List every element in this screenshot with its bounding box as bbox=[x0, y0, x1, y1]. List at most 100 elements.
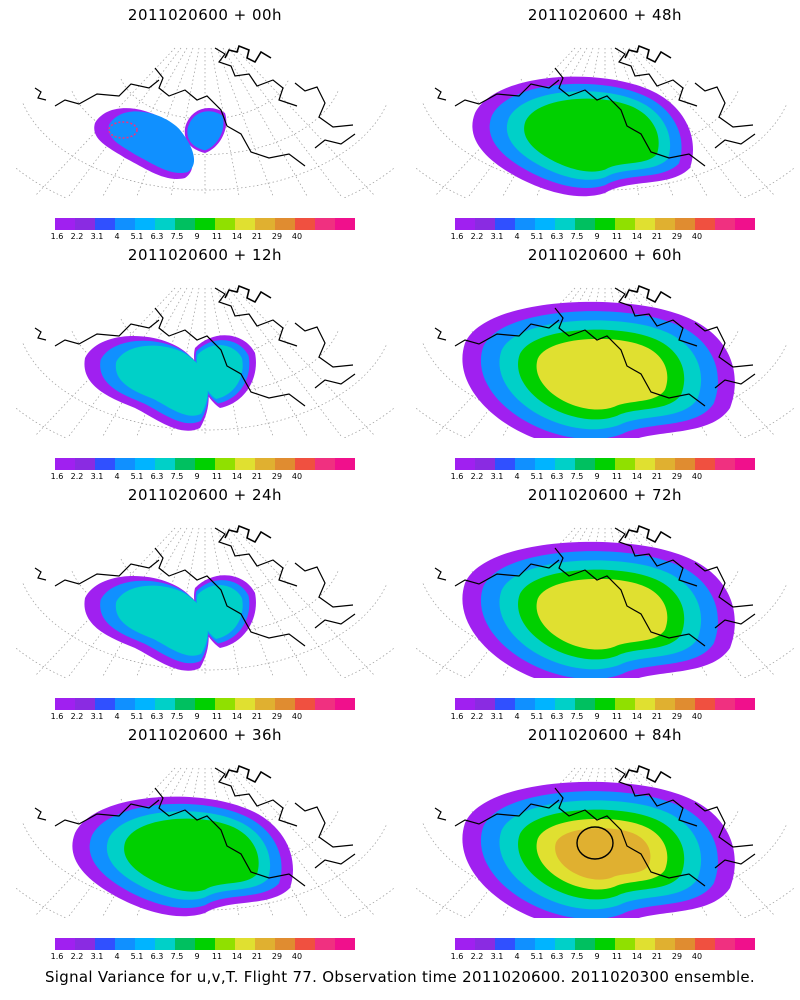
colorbar-label: 11 bbox=[611, 712, 623, 721]
colorbar-label: 21 bbox=[651, 712, 663, 721]
panel-title: 2011020600 + 00h bbox=[127, 6, 283, 24]
colorbar-cell bbox=[495, 458, 515, 470]
colorbar-labels: 1.6 2.2 3.1 4 5.1 6.3 7.5 9 11 14 21 29 40 bbox=[451, 472, 755, 482]
colorbar-label: 4 bbox=[114, 952, 120, 961]
colorbar-label: 29 bbox=[671, 952, 683, 961]
colorbar-label: 5.1 bbox=[130, 472, 144, 481]
panel-title: 2011020600 + 48h bbox=[527, 6, 683, 24]
colorbar-label: 40 bbox=[291, 952, 303, 961]
colorbar-cell bbox=[475, 458, 495, 470]
colorbar bbox=[55, 698, 355, 710]
polar-map bbox=[415, 524, 795, 678]
coastlines bbox=[34, 44, 356, 167]
colorbar-cell bbox=[95, 938, 115, 950]
colorbar-label: 3.1 bbox=[490, 712, 504, 721]
colorbar-labels: 1.6 2.2 3.1 4 5.1 6.3 7.5 9 11 14 21 29 40 bbox=[51, 472, 355, 482]
colorbar-cell bbox=[635, 938, 655, 950]
colorbar-cell bbox=[135, 458, 155, 470]
colorbar-cell bbox=[315, 938, 335, 950]
flight-track bbox=[108, 121, 138, 139]
colorbar-label: 3.1 bbox=[90, 952, 104, 961]
graticule bbox=[15, 47, 395, 198]
panel-title: 2011020600 + 72h bbox=[527, 486, 683, 504]
colorbar-label: 40 bbox=[291, 712, 303, 721]
colorbar bbox=[55, 458, 355, 470]
colorbar-label: 6.3 bbox=[550, 952, 564, 961]
colorbar-cell bbox=[715, 458, 735, 470]
colorbar-cell bbox=[135, 938, 155, 950]
colorbar-label: 11 bbox=[211, 232, 223, 241]
colorbar-cell bbox=[235, 938, 255, 950]
colorbar-cell bbox=[555, 458, 575, 470]
colorbar-label: 1.6 bbox=[450, 232, 464, 241]
colorbar-cell bbox=[155, 698, 175, 710]
colorbar-label: 1.6 bbox=[450, 472, 464, 481]
colorbar-cell bbox=[515, 698, 535, 710]
colorbar-label: 7.5 bbox=[570, 472, 584, 481]
colorbar-label: 14 bbox=[631, 952, 643, 961]
colorbar-label: 7.5 bbox=[570, 232, 584, 241]
colorbar-cell bbox=[555, 938, 575, 950]
panel-title: 2011020600 + 24h bbox=[127, 486, 283, 504]
colorbar-cell bbox=[175, 698, 195, 710]
colorbar-label: 11 bbox=[211, 952, 223, 961]
colorbar-cell bbox=[235, 218, 255, 230]
colorbar-cell bbox=[675, 698, 695, 710]
map-panel: 2011020600 + 84h 1.6 2.2 3.1 4 5.1 6.3 7.5 9 11 14… bbox=[415, 726, 795, 966]
colorbar-label: 11 bbox=[611, 232, 623, 241]
colorbar-cell bbox=[735, 698, 755, 710]
colorbar-cell bbox=[695, 458, 715, 470]
colorbar-label: 14 bbox=[631, 712, 643, 721]
colorbar bbox=[455, 218, 755, 230]
colorbar-cell bbox=[695, 698, 715, 710]
colorbar-label: 29 bbox=[671, 712, 683, 721]
colorbar-label: 40 bbox=[291, 232, 303, 241]
colorbar-cell bbox=[335, 218, 355, 230]
colorbar-cell bbox=[315, 458, 335, 470]
colorbar-label: 29 bbox=[271, 472, 283, 481]
colorbar-cell bbox=[235, 458, 255, 470]
colorbar-cell bbox=[255, 458, 275, 470]
colorbar-label: 40 bbox=[691, 232, 703, 241]
colorbar-label: 3.1 bbox=[90, 472, 104, 481]
colorbar-cell bbox=[175, 218, 195, 230]
map-panel: 2011020600 + 72h 1.6 2.2 3.1 4 5.1 6.3 7.5 9 11 14… bbox=[415, 486, 795, 726]
variance-field bbox=[84, 575, 256, 671]
colorbar-label: 5.1 bbox=[130, 232, 144, 241]
colorbar-cell bbox=[275, 458, 295, 470]
colorbar-labels: 1.6 2.2 3.1 4 5.1 6.3 7.5 9 11 14 21 29 40 bbox=[451, 952, 755, 962]
colorbar-label: 4 bbox=[114, 232, 120, 241]
colorbar-cell bbox=[55, 698, 75, 710]
map-panel: 2011020600 + 36h 1.6 2.2 3.1 4 5.1 6.3 7.5 9 11 14… bbox=[15, 726, 395, 966]
colorbar-cell bbox=[75, 458, 95, 470]
polar-map bbox=[15, 284, 395, 438]
colorbar-cell bbox=[155, 938, 175, 950]
colorbar-label: 21 bbox=[251, 232, 263, 241]
colorbar-cell bbox=[195, 218, 215, 230]
colorbar-label: 21 bbox=[651, 232, 663, 241]
colorbar-label: 4 bbox=[514, 472, 520, 481]
colorbar-cell bbox=[295, 458, 315, 470]
colorbar-label: 14 bbox=[231, 712, 243, 721]
panel-title: 2011020600 + 84h bbox=[527, 726, 683, 744]
colorbar-cell bbox=[155, 218, 175, 230]
map-panel: 2011020600 + 12h 1.6 2.2 3.1 4 5.1 6.3 7.5 9 11 14… bbox=[15, 246, 395, 486]
colorbar-cell bbox=[335, 698, 355, 710]
colorbar-cell bbox=[695, 938, 715, 950]
colorbar-cell bbox=[95, 698, 115, 710]
colorbar-label: 4 bbox=[514, 712, 520, 721]
map-panel: 2011020600 + 60h 1.6 2.2 3.1 4 5.1 6.3 7.5 9 11 14… bbox=[415, 246, 795, 486]
coastlines bbox=[34, 524, 356, 647]
colorbar-cell bbox=[575, 698, 595, 710]
colorbar-cell bbox=[495, 698, 515, 710]
polar-map bbox=[15, 524, 395, 678]
colorbar-label: 9 bbox=[194, 712, 200, 721]
colorbar-cell bbox=[295, 938, 315, 950]
colorbar-label: 7.5 bbox=[170, 472, 184, 481]
colorbar-label: 4 bbox=[114, 472, 120, 481]
colorbar-cell bbox=[455, 938, 475, 950]
colorbar-label: 9 bbox=[194, 472, 200, 481]
colorbar-label: 1.6 bbox=[50, 712, 64, 721]
variance-field bbox=[94, 108, 227, 179]
colorbar-cell bbox=[595, 218, 615, 230]
